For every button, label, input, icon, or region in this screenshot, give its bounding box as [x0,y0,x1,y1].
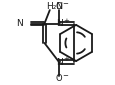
Text: +: + [62,56,68,62]
Text: H₂N: H₂N [46,2,63,11]
Text: N: N [55,19,62,28]
Text: +: + [62,18,68,24]
Text: −: − [61,73,67,79]
Text: N: N [16,19,23,28]
Text: −: − [61,1,67,7]
Text: O: O [55,74,62,83]
Text: N: N [55,58,62,67]
Text: O: O [55,2,62,11]
